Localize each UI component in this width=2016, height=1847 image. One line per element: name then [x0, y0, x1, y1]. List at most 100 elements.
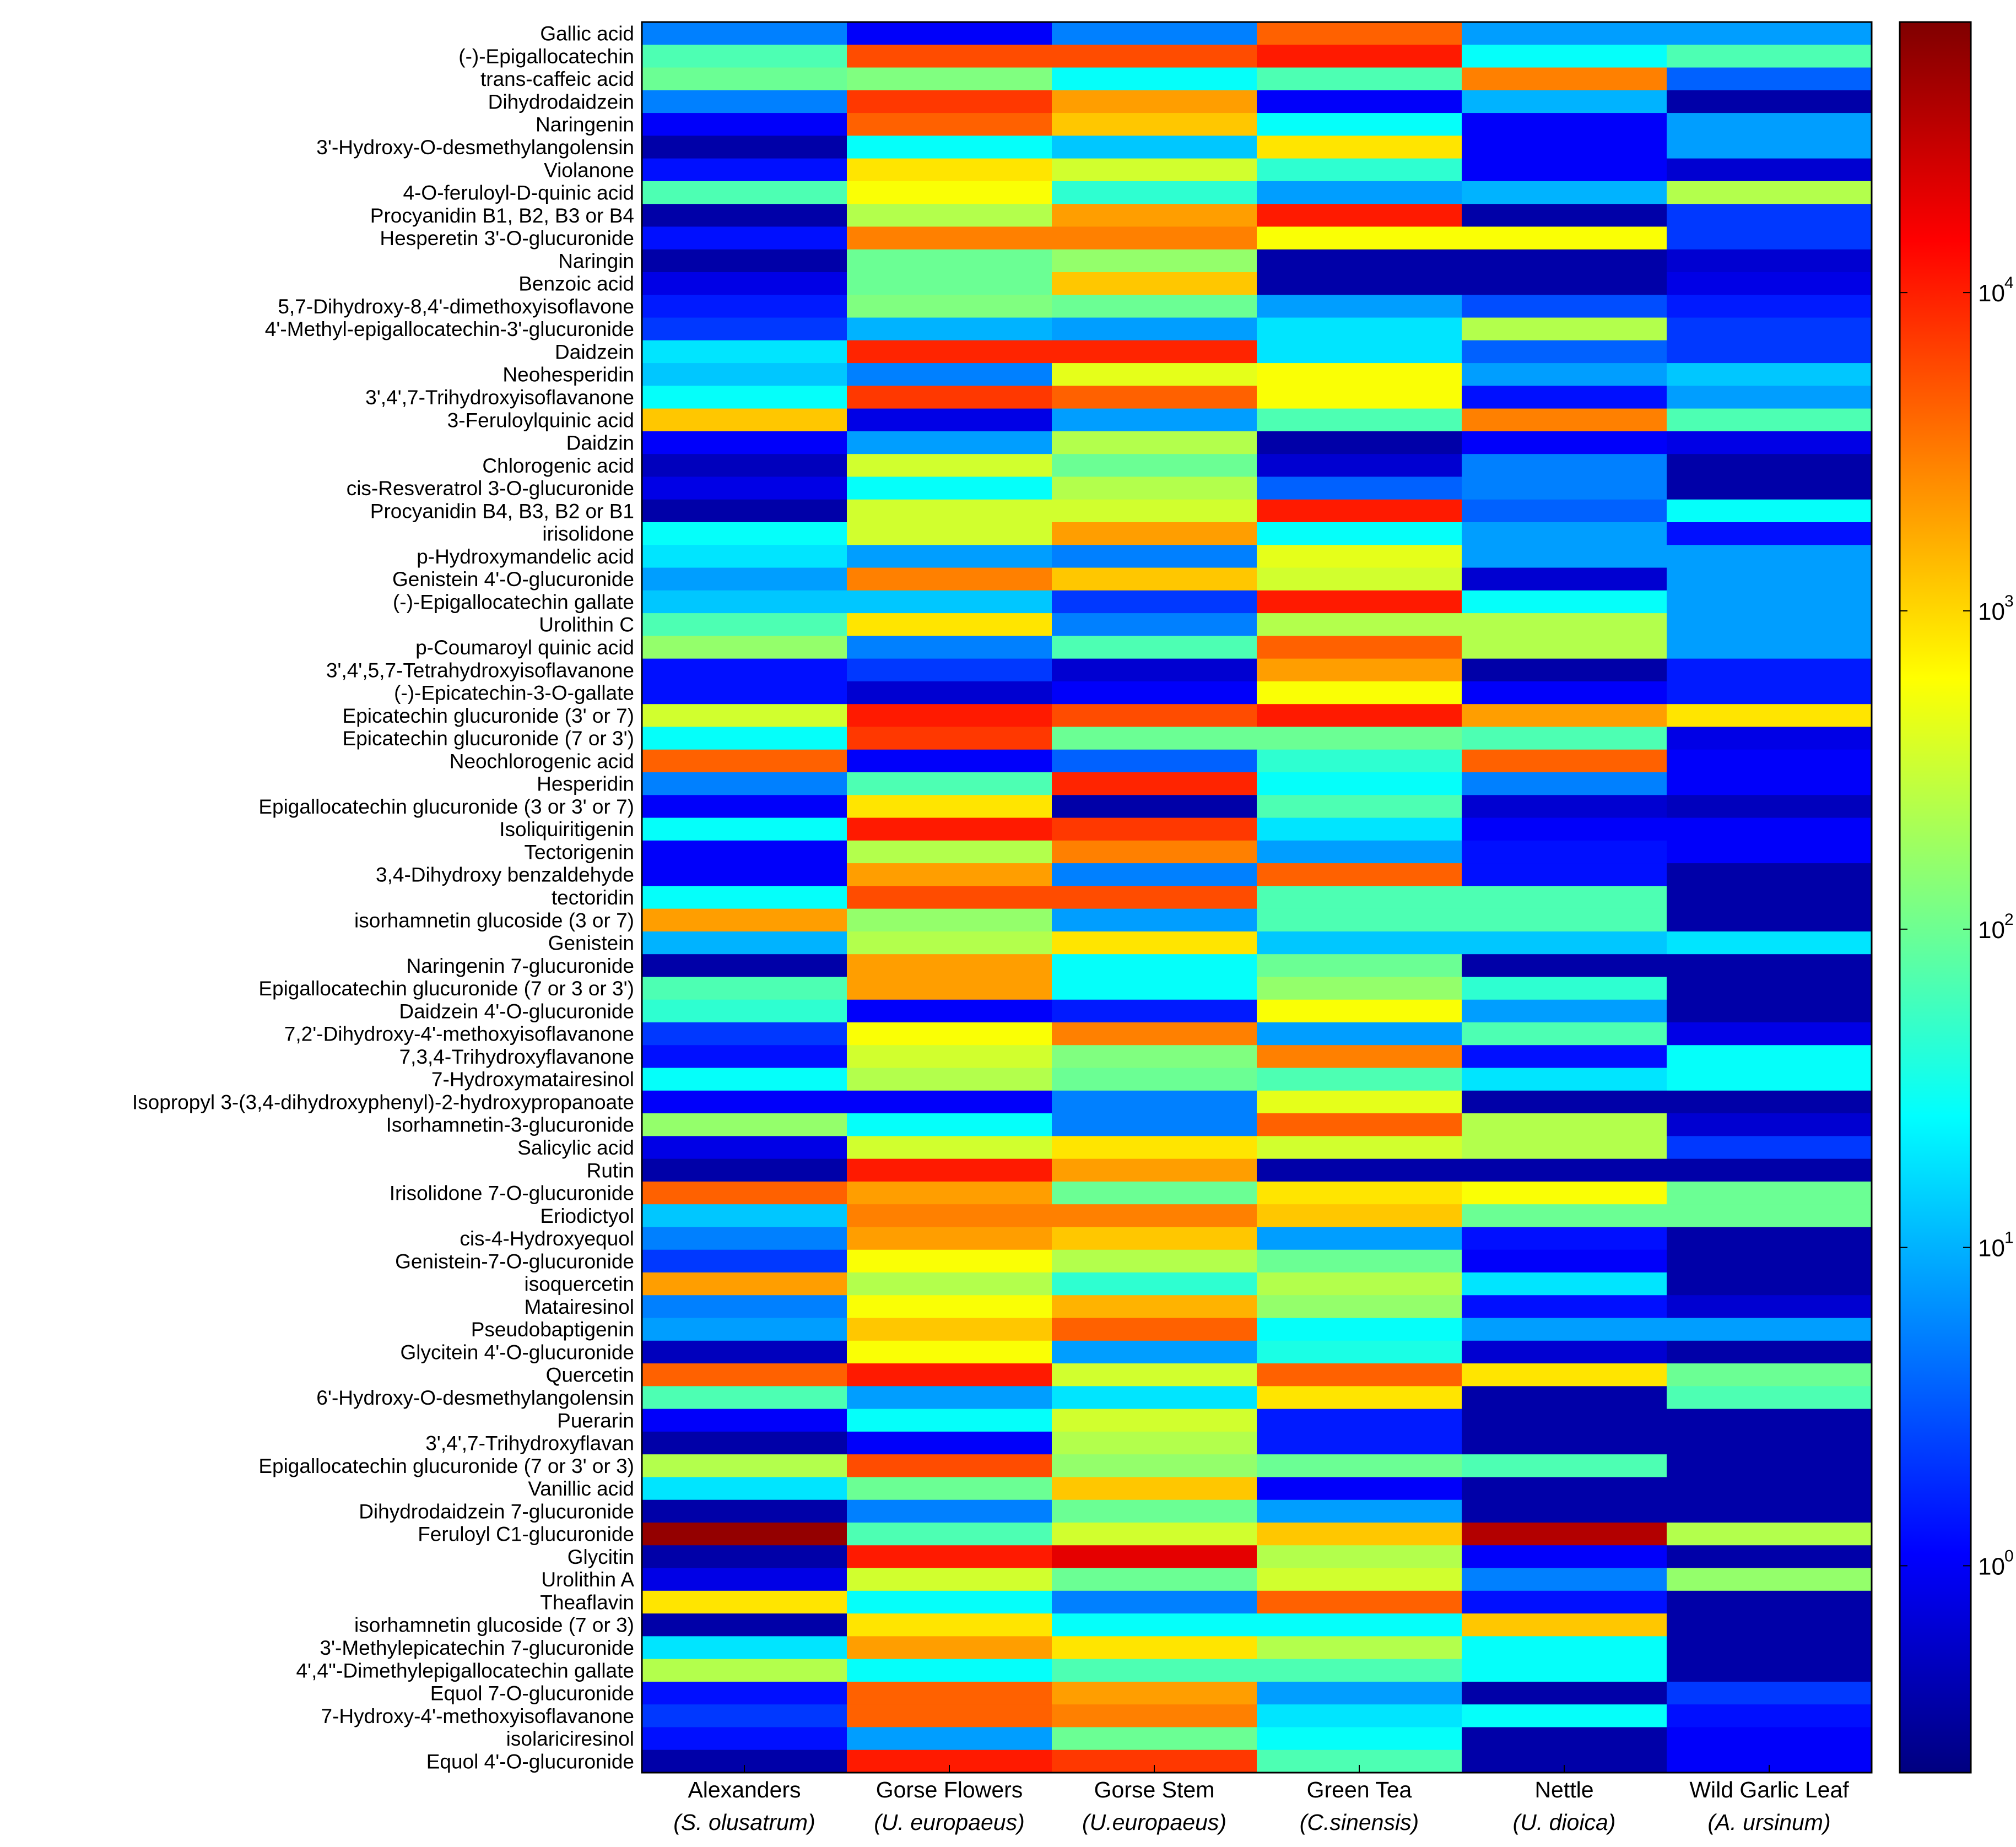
heatmap-cell: [847, 1363, 1052, 1386]
heatmap-cell: [1667, 1090, 1872, 1114]
heatmap-cell: [642, 1158, 847, 1182]
heatmap-cell: [1052, 1158, 1257, 1182]
heatmap-cell: [1462, 136, 1667, 159]
heatmap-cell: [642, 1568, 847, 1591]
heatmap-cell: [1052, 1636, 1257, 1660]
heatmap-cell: [642, 1113, 847, 1136]
heatmap-cell: [1462, 181, 1667, 204]
row-label: Isorhamnetin-3-glucuronide: [386, 1114, 634, 1136]
heatmap-cell: [847, 386, 1052, 409]
heatmap-cell: [1052, 1659, 1257, 1682]
heatmap-cell: [1667, 817, 1872, 841]
heatmap-cell: [642, 727, 847, 750]
heatmap-cell: [1257, 1454, 1462, 1478]
heatmap-cell: [1462, 226, 1667, 250]
plot-border: [641, 21, 1873, 1774]
heatmap-cell: [1257, 363, 1462, 386]
heatmap-cell: [1667, 45, 1872, 68]
heatmap-cell: [642, 90, 847, 113]
heatmap-cell: [1462, 522, 1667, 545]
heatmap-cell: [1052, 1295, 1257, 1319]
heatmap-cell: [847, 954, 1052, 978]
heatmap-cell: [642, 908, 847, 932]
heatmap-cell: [1052, 727, 1257, 750]
heatmap-cell: [1257, 1727, 1462, 1751]
colorbar-tick-label: 10: [1978, 598, 2005, 625]
heatmap-cell: [1257, 1659, 1462, 1682]
heatmap-cell: [847, 1113, 1052, 1136]
column-label: Alexanders: [688, 1777, 801, 1802]
heatmap-cell: [847, 1636, 1052, 1660]
heatmap-cell: [847, 886, 1052, 909]
heatmap-cell: [847, 1545, 1052, 1569]
row-label: Daidzin: [566, 432, 634, 454]
row-label: cis-4-Hydroxyequol: [460, 1227, 634, 1250]
heatmap-cell: [1052, 1318, 1257, 1341]
heatmap-cell: [1667, 1727, 1872, 1751]
heatmap-cell: [642, 1386, 847, 1410]
heatmap-cell: [1052, 636, 1257, 659]
heatmap-cell: [642, 1181, 847, 1205]
heatmap-cell: [1462, 1113, 1667, 1136]
heatmap-cell: [642, 590, 847, 614]
heatmap-cell: [1257, 795, 1462, 819]
heatmap-cell: [642, 999, 847, 1023]
heatmap-cell: [1462, 272, 1667, 295]
heatmap-cell: [847, 749, 1052, 773]
heatmap-cell: [1462, 817, 1667, 841]
heatmap-cell: [1052, 613, 1257, 636]
row-label: Glycitein 4'-O-glucuronide: [400, 1341, 634, 1363]
heatmap-cell: [642, 1545, 847, 1569]
heatmap-cell: [1257, 1409, 1462, 1432]
column-species-label: (A. ursinum): [1707, 1810, 1830, 1835]
heatmap-cell: [1462, 977, 1667, 1000]
heatmap-cell: [1257, 1613, 1462, 1637]
heatmap-cell: [1462, 363, 1667, 386]
row-label: Theaflavin: [540, 1591, 634, 1613]
heatmap-cell: [1052, 226, 1257, 250]
heatmap-cell: [1667, 67, 1872, 91]
row-label: Genistein 4'-O-glucuronide: [392, 568, 634, 591]
heatmap-cell: [1462, 1590, 1667, 1614]
heatmap-cell: [1257, 1590, 1462, 1614]
row-label: 4',4''-Dimethylepigallocatechin gallate: [296, 1659, 634, 1682]
heatmap-cell: [1257, 840, 1462, 864]
heatmap-cell: [642, 1363, 847, 1386]
heatmap-cell: [1052, 749, 1257, 773]
heatmap-cell: [847, 1499, 1052, 1523]
colorbar-tick-exponent: 4: [2004, 274, 2014, 292]
heatmap-cell: [1667, 658, 1872, 682]
column-label: Gorse Stem: [1094, 1777, 1215, 1802]
row-label: Epigallocatechin glucuronide (7 or 3 or …: [258, 977, 634, 1000]
heatmap-cell: [1257, 1295, 1462, 1319]
heatmap-cell: [1667, 1113, 1872, 1136]
heatmap-cell: [642, 363, 847, 386]
heatmap-cell: [1052, 272, 1257, 295]
heatmap-cell: [847, 1568, 1052, 1591]
heatmap-cell: [847, 1431, 1052, 1455]
column-species-label: (U. europaeus): [874, 1810, 1024, 1835]
heatmap-cell: [1667, 476, 1872, 500]
row-label: irisolidone: [542, 523, 634, 545]
heatmap-cell: [1667, 499, 1872, 523]
heatmap-cell: [1052, 45, 1257, 68]
heatmap-cell: [1667, 1477, 1872, 1501]
heatmap-cell: [642, 636, 847, 659]
heatmap-cell: [847, 1409, 1052, 1432]
heatmap-cell: [1462, 1090, 1667, 1114]
heatmap-cell: [1462, 158, 1667, 182]
heatmap-cell: [1052, 863, 1257, 886]
heatmap-cell: [1052, 1590, 1257, 1614]
heatmap-cell: [642, 931, 847, 955]
heatmap-cell: [1052, 1477, 1257, 1501]
heatmap-cell: [1462, 590, 1667, 614]
heatmap-cell: [1257, 1568, 1462, 1591]
heatmap-cell: [642, 431, 847, 454]
heatmap-cell: [642, 772, 847, 795]
heatmap-cell: [1052, 1022, 1257, 1046]
heatmap-cell: [1462, 386, 1667, 409]
row-label: Urolithin A: [541, 1568, 634, 1591]
heatmap-cell: [1462, 1340, 1667, 1364]
heatmap-cell: [642, 1590, 847, 1614]
heatmap-cell: [1257, 181, 1462, 204]
